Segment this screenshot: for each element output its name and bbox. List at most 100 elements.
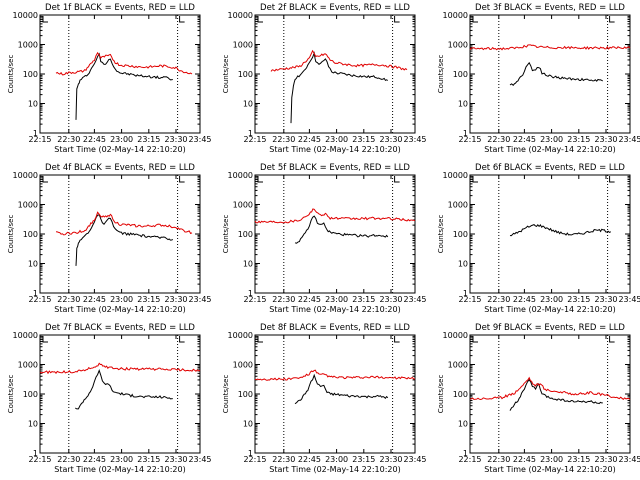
y-tick-label: 1 <box>33 449 38 458</box>
x-tick-label: 23:45 <box>188 295 211 304</box>
x-tick-label: 23:15 <box>567 295 590 304</box>
x-axis-label: Start Time (02-May-14 22:10:20) <box>269 465 400 474</box>
panel-det-5: Det 5f BLACK = Events, RED = LLD 1 10 100 10… <box>222 163 427 314</box>
y-tick-label: 10 <box>458 260 468 269</box>
y-tick-label: 1 <box>33 289 38 298</box>
y-tick-label: 1 <box>463 289 468 298</box>
y-tick-label: 1000 <box>448 41 468 50</box>
x-axis-label: Start Time (02-May-14 22:10:20) <box>54 465 185 474</box>
series-events-line <box>509 223 612 237</box>
x-tick-label: 23:30 <box>379 295 402 304</box>
x-tick-label: 22:15 <box>458 455 481 464</box>
series-events-line <box>294 215 389 244</box>
y-tick-label: 100 <box>238 230 253 239</box>
x-tick-label: 23:15 <box>137 455 160 464</box>
y-axis-label: Counts/sec <box>7 215 15 254</box>
panel-title: Det 6f BLACK = Events, RED = LLD <box>475 163 625 173</box>
x-tick-label: 22:30 <box>57 295 80 304</box>
x-tick-label: 23:15 <box>352 455 375 464</box>
panel-det-2: Det 2f BLACK = Events, RED = LLD 1 10 100 10… <box>222 3 427 154</box>
plot-frame <box>39 174 201 294</box>
y-tick-label: 1000 <box>233 201 253 210</box>
panel-det-9: Det 9f BLACK = Events, RED = LLD 1 10 100 10… <box>437 323 640 474</box>
interval-marker <box>42 336 48 343</box>
y-tick-label: 1 <box>248 449 253 458</box>
x-axis-label: Start Time (02-May-14 22:10:20) <box>269 145 400 154</box>
panel-title: Det 7f BLACK = Events, RED = LLD <box>45 323 195 333</box>
x-tick-label: 22:45 <box>513 295 536 304</box>
y-tick-label: 10000 <box>228 171 253 180</box>
y-tick-label: 1 <box>463 129 468 138</box>
series-lld-line <box>55 211 193 236</box>
x-tick-label: 22:15 <box>458 295 481 304</box>
interval-marker <box>472 16 478 23</box>
y-tick-label: 10 <box>243 420 253 429</box>
x-tick-label: 23:45 <box>403 295 426 304</box>
y-tick-label: 1000 <box>18 41 38 50</box>
series-events-line <box>75 214 173 266</box>
interval-marker <box>609 336 615 343</box>
series-lld-line <box>469 376 631 401</box>
x-axis-label: Start Time (02-May-14 22:10:20) <box>484 145 615 154</box>
y-axis-label: Counts/sec <box>437 55 445 94</box>
x-axis-label: Start Time (02-May-14 22:10:20) <box>269 305 400 314</box>
interval-marker <box>394 336 400 343</box>
x-tick-label: 23:30 <box>164 455 187 464</box>
x-tick-label: 22:45 <box>513 455 536 464</box>
x-tick-label: 22:30 <box>487 135 510 144</box>
y-tick-label: 10000 <box>13 171 38 180</box>
interval-marker <box>42 16 48 23</box>
y-axis-label: Counts/sec <box>222 375 230 414</box>
x-tick-label: 23:30 <box>594 455 617 464</box>
y-tick-label: 100 <box>23 390 38 399</box>
y-axis-label: Counts/sec <box>7 375 15 414</box>
x-tick-label: 23:00 <box>540 295 563 304</box>
y-tick-label: 10 <box>28 420 38 429</box>
x-tick-label: 22:45 <box>83 455 106 464</box>
series-events-line <box>294 373 389 405</box>
y-tick-label: 10 <box>28 100 38 109</box>
y-tick-label: 1000 <box>233 41 253 50</box>
plot-frame <box>469 334 631 454</box>
y-tick-label: 10 <box>28 260 38 269</box>
y-tick-label: 10000 <box>228 11 253 20</box>
x-tick-label: 22:15 <box>458 135 481 144</box>
y-tick-label: 1 <box>248 129 253 138</box>
x-tick-label: 23:15 <box>137 295 160 304</box>
series-lld-line <box>55 51 193 76</box>
y-tick-label: 100 <box>453 70 468 79</box>
interval-marker <box>257 336 263 343</box>
series-events-line <box>75 52 173 120</box>
x-tick-label: 23:45 <box>618 455 640 464</box>
interval-marker <box>394 176 400 183</box>
interval-marker <box>472 176 478 183</box>
y-tick-label: 100 <box>238 390 253 399</box>
y-tick-label: 10 <box>243 260 253 269</box>
panel-title: Det 2f BLACK = Events, RED = LLD <box>260 3 410 13</box>
y-axis-label: Counts/sec <box>437 375 445 414</box>
y-tick-label: 10000 <box>228 331 253 340</box>
y-tick-label: 10000 <box>13 11 38 20</box>
series-lld-line <box>254 208 416 224</box>
plot-frame <box>254 174 416 294</box>
x-tick-label: 22:30 <box>57 135 80 144</box>
x-tick-label: 23:00 <box>325 135 348 144</box>
series-lld-line <box>469 44 631 51</box>
panel-title: Det 3f BLACK = Events, RED = LLD <box>475 3 625 13</box>
x-tick-label: 23:45 <box>188 135 211 144</box>
interval-marker <box>257 176 263 183</box>
x-tick-label: 22:15 <box>243 455 266 464</box>
x-axis-label: Start Time (02-May-14 22:10:20) <box>484 465 615 474</box>
plot-frame <box>39 14 201 134</box>
x-tick-label: 23:00 <box>325 455 348 464</box>
panel-title: Det 9f BLACK = Events, RED = LLD <box>475 323 625 333</box>
plot-frame <box>469 14 631 134</box>
y-tick-label: 100 <box>23 70 38 79</box>
y-tick-label: 1 <box>248 289 253 298</box>
y-axis-label: Counts/sec <box>222 55 230 94</box>
y-axis-label: Counts/sec <box>437 215 445 254</box>
x-tick-label: 22:15 <box>28 135 51 144</box>
panel-title: Det 5f BLACK = Events, RED = LLD <box>260 163 410 173</box>
series-events-line <box>74 369 173 410</box>
